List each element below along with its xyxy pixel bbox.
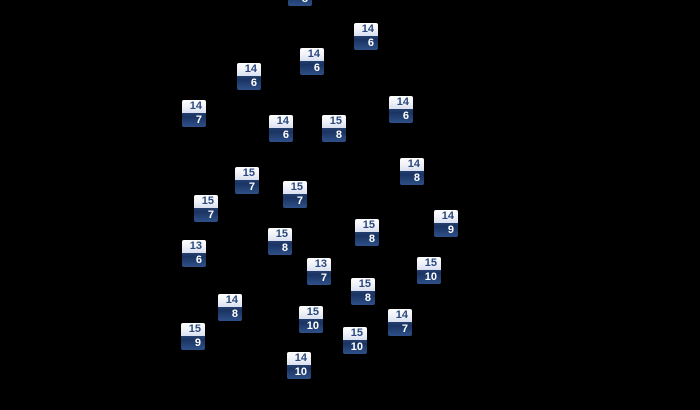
day-temp: 14 [218,294,242,307]
day-temp: 14 [287,352,311,365]
day-temp: 15 [417,257,441,270]
day-temp: 14 [389,96,413,109]
night-temp: 8 [351,291,375,305]
temp-marker[interactable]: 15 10 [343,327,367,354]
night-temp: 7 [307,271,331,285]
day-temp: 15 [268,228,292,241]
day-temp: 15 [181,323,205,336]
night-temp: 6 [182,253,206,267]
day-temp: 13 [182,240,206,253]
day-temp: 14 [400,158,424,171]
day-temp: 14 [354,23,378,36]
day-temp: 14 [237,63,261,76]
day-temp: 15 [343,327,367,340]
night-temp: 10 [417,270,441,284]
temp-marker[interactable]: 14 7 [388,309,412,336]
day-temp: 14 [300,48,324,61]
night-temp: 8 [218,307,242,321]
day-temp: 15 [351,278,375,291]
night-temp: 9 [181,336,205,350]
temp-marker[interactable]: 13 6 [182,240,206,267]
night-temp: 7 [283,194,307,208]
temp-marker[interactable]: 14 8 [218,294,242,321]
temp-marker[interactable]: 15 8 [355,219,379,246]
night-temp: 7 [235,180,259,194]
night-temp: 6 [300,61,324,75]
day-temp: 13 [307,258,331,271]
temp-marker[interactable]: 14 6 [300,48,324,75]
temp-marker[interactable]: 14 6 [389,96,413,123]
day-temp: 15 [355,219,379,232]
temp-marker[interactable]: 15 7 [235,167,259,194]
temp-marker[interactable]: 15 7 [194,195,218,222]
night-temp: 6 [237,76,261,90]
night-temp: 6 [389,109,413,123]
temp-marker[interactable]: 15 8 [351,278,375,305]
night-temp: 7 [182,113,206,127]
night-temp: 9 [434,223,458,237]
night-temp: 8 [288,0,312,6]
temp-marker[interactable]: 15 10 [299,306,323,333]
temp-marker[interactable]: 8 [288,0,312,6]
temp-marker[interactable]: 14 6 [237,63,261,90]
night-temp: 10 [299,319,323,333]
temp-marker[interactable]: 15 9 [181,323,205,350]
temp-marker[interactable]: 14 8 [400,158,424,185]
day-temp: 15 [322,115,346,128]
day-temp: 15 [194,195,218,208]
night-temp: 10 [343,340,367,354]
day-temp: 14 [434,210,458,223]
night-temp: 7 [388,322,412,336]
night-temp: 8 [322,128,346,142]
day-temp: 14 [182,100,206,113]
temp-marker[interactable]: 14 7 [182,100,206,127]
temp-marker[interactable]: 14 10 [287,352,311,379]
night-temp: 6 [269,128,293,142]
temp-marker[interactable]: 14 9 [434,210,458,237]
day-temp: 14 [269,115,293,128]
temp-marker[interactable]: 14 6 [354,23,378,50]
temp-marker[interactable]: 15 7 [283,181,307,208]
day-temp: 14 [388,309,412,322]
day-temp: 15 [235,167,259,180]
temp-marker[interactable]: 15 8 [268,228,292,255]
day-temp: 15 [299,306,323,319]
night-temp: 10 [287,365,311,379]
night-temp: 6 [354,36,378,50]
night-temp: 8 [355,232,379,246]
night-temp: 8 [400,171,424,185]
temp-marker[interactable]: 15 8 [322,115,346,142]
temp-marker[interactable]: 13 7 [307,258,331,285]
day-temp: 15 [283,181,307,194]
temp-marker[interactable]: 15 10 [417,257,441,284]
temp-marker[interactable]: 14 6 [269,115,293,142]
night-temp: 7 [194,208,218,222]
night-temp: 8 [268,241,292,255]
